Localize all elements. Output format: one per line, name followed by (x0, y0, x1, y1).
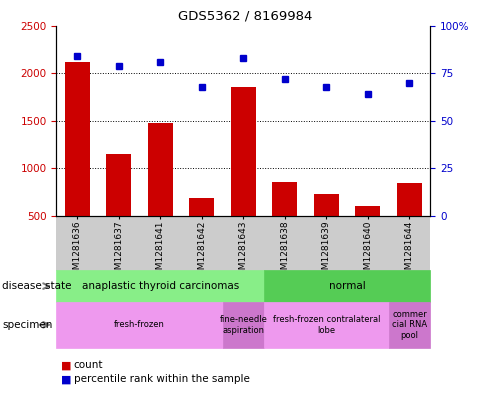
Text: anaplastic thyroid carcinomas: anaplastic thyroid carcinomas (81, 281, 239, 291)
Bar (189, 198, 214, 216)
Bar (272, 182, 297, 216)
Bar (314, 194, 339, 216)
Text: fine-needle
aspiration: fine-needle aspiration (220, 315, 267, 334)
Text: ■: ■ (61, 360, 72, 371)
Text: normal: normal (329, 281, 366, 291)
Bar (231, 86, 256, 216)
Bar (106, 154, 131, 216)
Bar (148, 123, 172, 216)
Text: disease state: disease state (2, 281, 72, 291)
Bar (355, 206, 380, 216)
Text: ■: ■ (61, 374, 72, 384)
Text: count: count (74, 360, 103, 371)
Text: fresh-frozen: fresh-frozen (114, 320, 165, 329)
Bar (65, 62, 90, 216)
Text: fresh-frozen contralateral
lobe: fresh-frozen contralateral lobe (272, 315, 380, 334)
Text: percentile rank within the sample: percentile rank within the sample (74, 374, 249, 384)
Bar (397, 183, 422, 216)
Text: GDS5362 / 8169984: GDS5362 / 8169984 (178, 10, 312, 23)
Text: commer
cial RNA
pool: commer cial RNA pool (392, 310, 427, 340)
Text: specimen: specimen (2, 320, 53, 330)
